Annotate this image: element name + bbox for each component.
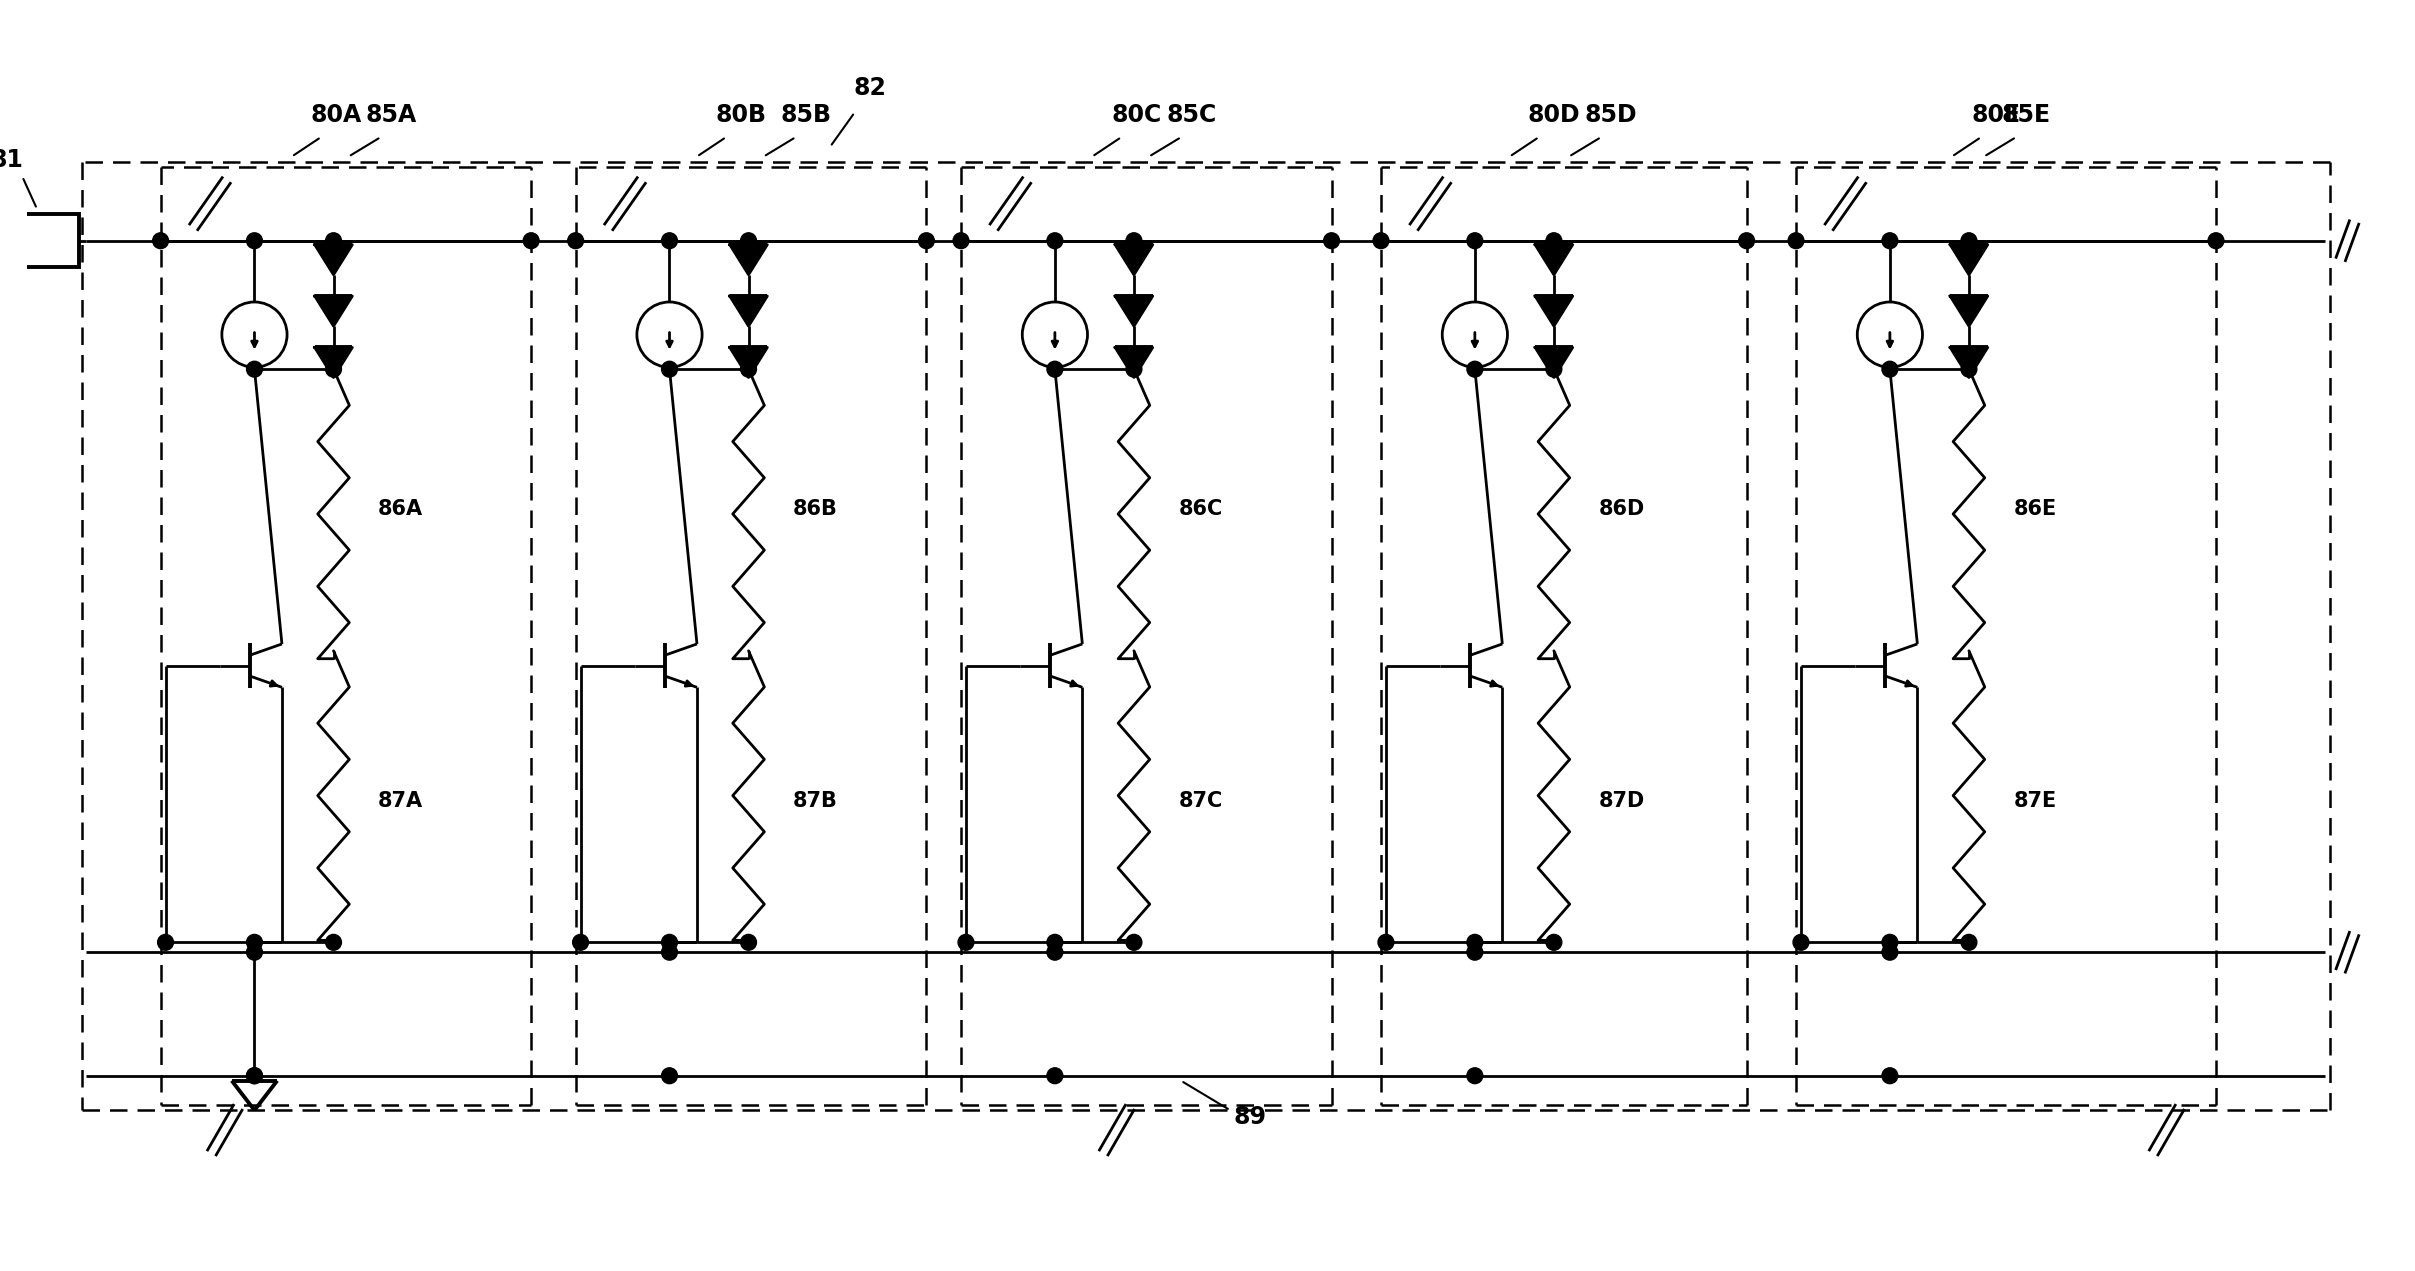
Circle shape [1466, 944, 1483, 960]
Circle shape [1048, 944, 1063, 960]
Circle shape [246, 1068, 263, 1084]
Circle shape [662, 934, 676, 951]
Circle shape [1739, 233, 1756, 249]
Text: 80E: 80E [1971, 103, 2021, 127]
Polygon shape [314, 347, 353, 377]
Circle shape [524, 233, 539, 249]
Circle shape [741, 361, 756, 377]
Text: 80A: 80A [312, 103, 362, 127]
Circle shape [662, 1068, 676, 1084]
Polygon shape [729, 245, 768, 275]
Circle shape [246, 233, 263, 249]
Circle shape [954, 233, 968, 249]
Circle shape [1546, 934, 1563, 951]
Polygon shape [1536, 296, 1572, 327]
Text: 81: 81 [0, 147, 24, 172]
Circle shape [662, 361, 676, 377]
Circle shape [1125, 361, 1142, 377]
Circle shape [568, 233, 584, 249]
Circle shape [246, 361, 263, 377]
Polygon shape [729, 296, 768, 327]
Circle shape [1048, 233, 1063, 249]
Circle shape [326, 361, 341, 377]
Text: 85C: 85C [1166, 103, 1217, 127]
Circle shape [152, 233, 169, 249]
Circle shape [959, 934, 973, 951]
Circle shape [1881, 934, 1898, 951]
Circle shape [157, 934, 174, 951]
Polygon shape [1951, 296, 1988, 327]
Circle shape [1787, 233, 1804, 249]
Circle shape [918, 233, 935, 249]
Text: 87B: 87B [792, 791, 838, 811]
Circle shape [1048, 934, 1063, 951]
Circle shape [662, 233, 676, 249]
Circle shape [1048, 1068, 1063, 1084]
Circle shape [246, 1068, 263, 1084]
Text: 85A: 85A [365, 103, 415, 127]
Circle shape [2207, 233, 2224, 249]
Circle shape [1546, 361, 1563, 377]
Circle shape [1961, 233, 1978, 249]
Polygon shape [314, 296, 353, 327]
Text: 80C: 80C [1111, 103, 1162, 127]
Circle shape [1466, 934, 1483, 951]
Circle shape [1048, 361, 1063, 377]
Circle shape [1881, 233, 1898, 249]
Circle shape [1881, 944, 1898, 960]
Circle shape [572, 934, 589, 951]
Text: 85D: 85D [1584, 103, 1637, 127]
Text: 89: 89 [1234, 1106, 1265, 1129]
Circle shape [1961, 934, 1978, 951]
Circle shape [741, 934, 756, 951]
Polygon shape [1116, 245, 1152, 275]
Circle shape [326, 233, 341, 249]
Text: 86A: 86A [379, 500, 423, 519]
Polygon shape [1536, 347, 1572, 377]
Polygon shape [1951, 245, 1988, 275]
Circle shape [741, 233, 756, 249]
Circle shape [1125, 233, 1142, 249]
Text: 87E: 87E [2014, 791, 2058, 811]
Circle shape [1792, 934, 1809, 951]
Text: 86E: 86E [2014, 500, 2058, 519]
Circle shape [1961, 361, 1978, 377]
Circle shape [1125, 934, 1142, 951]
Circle shape [1379, 934, 1393, 951]
Circle shape [1546, 233, 1563, 249]
Circle shape [662, 944, 676, 960]
Circle shape [1881, 361, 1898, 377]
Text: 87A: 87A [379, 791, 423, 811]
Text: 80B: 80B [715, 103, 766, 127]
Text: 86C: 86C [1179, 500, 1222, 519]
Polygon shape [1536, 245, 1572, 275]
Polygon shape [1116, 296, 1152, 327]
Bar [24, 214, 80, 267]
Circle shape [1466, 1068, 1483, 1084]
Text: 80D: 80D [1529, 103, 1579, 127]
Text: 87D: 87D [1599, 791, 1645, 811]
Polygon shape [729, 347, 768, 377]
Text: 86D: 86D [1599, 500, 1645, 519]
Circle shape [1466, 233, 1483, 249]
Circle shape [1374, 233, 1389, 249]
Polygon shape [1116, 347, 1152, 377]
Polygon shape [1951, 347, 1988, 377]
Circle shape [1466, 361, 1483, 377]
Polygon shape [314, 245, 353, 275]
Circle shape [1881, 1068, 1898, 1084]
Circle shape [326, 934, 341, 951]
Text: 82: 82 [852, 75, 886, 99]
Circle shape [246, 944, 263, 960]
Text: 85E: 85E [2002, 103, 2050, 127]
Text: 85B: 85B [780, 103, 831, 127]
Text: 87C: 87C [1179, 791, 1222, 811]
Circle shape [1323, 233, 1340, 249]
Text: 86B: 86B [792, 500, 838, 519]
Circle shape [246, 934, 263, 951]
